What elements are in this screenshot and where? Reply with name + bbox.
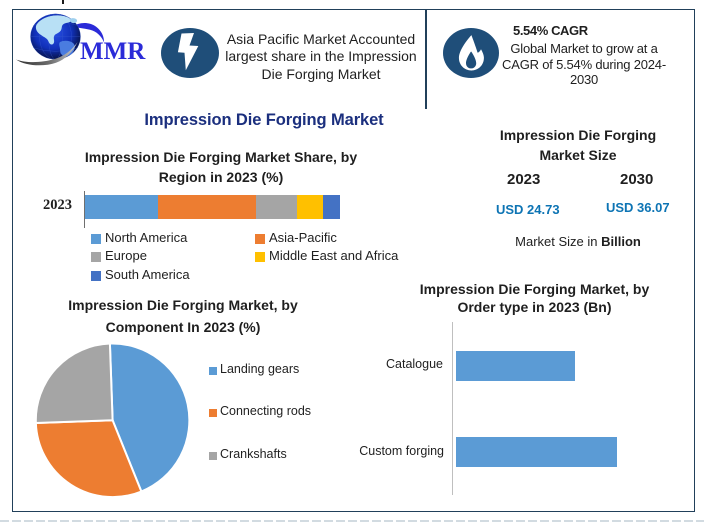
- svg-text:MMR: MMR: [80, 38, 146, 65]
